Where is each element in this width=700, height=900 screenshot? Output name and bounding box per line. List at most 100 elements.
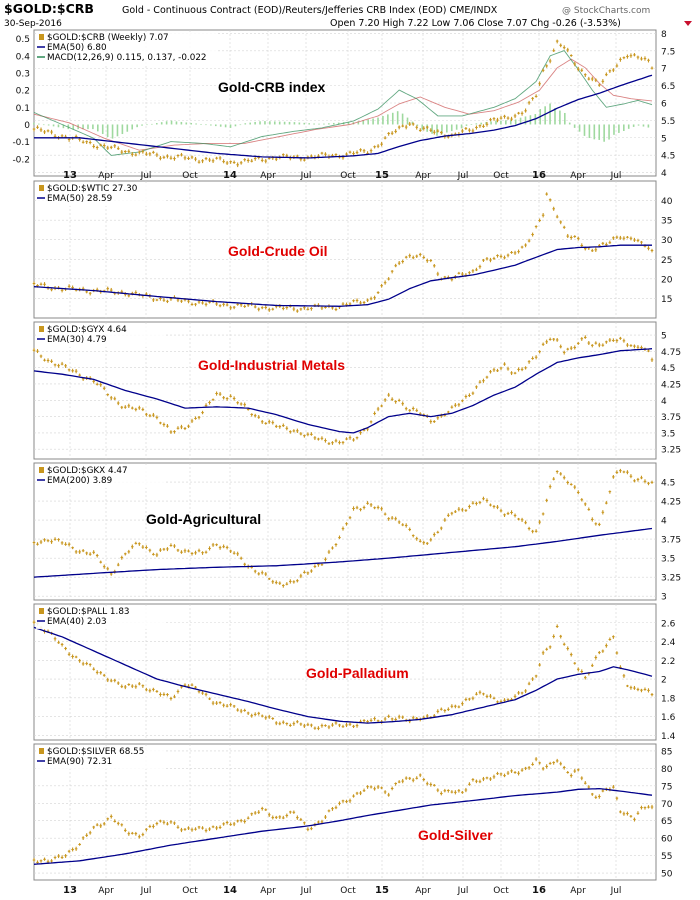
x-tick-label: Jul (300, 171, 312, 181)
y-tick-label: 40 (661, 197, 673, 207)
macd-histogram-bar (603, 124, 605, 142)
macd-histogram-bar (62, 124, 65, 129)
macd-histogram-bar (303, 122, 306, 125)
y-tick-label: 35 (661, 217, 672, 227)
macd-histogram-bar (160, 122, 163, 125)
panel-5: 1.4 1.6 1.8 2 2.2 2.4 2.6 $GOLD:$PALL 1.83EMA(4… (32, 603, 676, 742)
macd-histogram-bar (401, 113, 404, 125)
macd-histogram-bar (436, 124, 438, 136)
macd-histogram-bar (475, 123, 478, 125)
macd-histogram-bar (544, 106, 546, 125)
panel-3: 3.25 3.5 3.75 4 4.25 4.5 4.75 5 $GOLD:$GYX 4.64E… (32, 321, 681, 460)
macd-histogram-bar (47, 124, 50, 126)
macd-histogram-bar (219, 124, 222, 127)
macd-histogram-bar (347, 121, 350, 125)
header-date: 30-Sep-2016 (4, 19, 62, 29)
macd-histogram-bar (608, 124, 610, 140)
macd-histogram-bar (623, 124, 625, 131)
y-tick-label: 30 (661, 236, 673, 246)
y-tick-label: 1.6 (661, 713, 676, 723)
legend-swatch-price (39, 34, 44, 40)
panel-title: Gold-Crude Oil (228, 243, 328, 259)
macd-histogram-bar (362, 120, 365, 125)
macd-histogram-bar (180, 121, 183, 125)
x-tick-label: 14 (223, 885, 237, 896)
y-tick-label: 4.25 (661, 498, 681, 508)
x-tick-label: 15 (375, 170, 389, 181)
macd-histogram-bar (529, 115, 532, 125)
macd-histogram-bar (485, 122, 487, 125)
y-tick-label: 2.4 (661, 638, 676, 648)
macd-histogram-bar (92, 124, 94, 130)
x-tick-label: Jul (457, 171, 469, 181)
down-arrow-icon (684, 21, 692, 26)
y-tick-label: 55 (661, 852, 672, 862)
macd-histogram-bar (205, 124, 207, 126)
left-tick-label: 0.1 (16, 104, 30, 114)
y-tick-label: 85 (661, 747, 672, 757)
macd-histogram-bar (264, 121, 266, 125)
macd-histogram-bar (72, 124, 75, 130)
macd-histogram-bar (411, 121, 414, 125)
macd-histogram-bar (514, 119, 517, 125)
macd-histogram-bar (97, 124, 99, 132)
legend-entry: EMA(50) 6.80 (47, 43, 107, 53)
legend-entry: EMA(90) 72.31 (47, 757, 112, 767)
x-tick-label: 16 (532, 170, 546, 181)
macd-histogram-bar (195, 123, 197, 125)
macd-histogram-bar (465, 124, 468, 126)
macd-histogram-bar (391, 112, 394, 125)
y-tick-label: 4 (661, 397, 667, 407)
panel-6: 50 55 60 65 70 75 80 85 $GOLD:$SILVER 68.55EMA(9… (32, 743, 673, 881)
macd-histogram-bar (131, 124, 134, 130)
macd-histogram-bar (259, 121, 261, 125)
header-description: Gold - Continuous Contract (EOD)/Reuters… (122, 5, 498, 16)
panel-4: 3 3.25 3.5 3.75 4 4.25 4.5 $GOLD:$GKX 4.47EMA(2… (32, 462, 681, 603)
macd-histogram-bar (431, 124, 433, 134)
macd-signal-line (33, 58, 653, 151)
macd-histogram-bar (505, 120, 507, 125)
macd-histogram-bar (495, 120, 497, 125)
y-tick-label: 3.5 (661, 555, 675, 565)
macd-histogram-bar (627, 124, 630, 129)
left-tick-label: 0.4 (16, 52, 31, 62)
y-tick-label: 4.25 (661, 380, 681, 390)
macd-histogram-bar (470, 124, 473, 125)
y-tick-label: 15 (661, 295, 672, 305)
macd-histogram-bar (141, 124, 143, 126)
macd-histogram-bar (82, 124, 84, 130)
macd-histogram-bar (136, 124, 138, 128)
macd-histogram-bar (210, 124, 212, 126)
macd-histogram-bar (554, 107, 556, 125)
macd-histogram-bar (298, 122, 301, 125)
header-quote: Open 7.20 High 7.22 Low 7.06 Close 7.07 … (330, 18, 621, 29)
panel-title: Gold-Silver (418, 827, 493, 843)
y-tick-label: 8 (661, 30, 667, 40)
macd-histogram-bar (269, 121, 271, 125)
macd-histogram-bar (441, 124, 443, 135)
macd-histogram-bar (637, 124, 640, 126)
macd-histogram-bar (185, 122, 188, 125)
macd-histogram-bar (155, 123, 158, 125)
y-tick-label: 1.8 (661, 694, 676, 704)
macd-histogram-bar (175, 121, 178, 125)
y-tick-label: 4.5 (661, 479, 675, 489)
y-tick-label: 75 (661, 782, 672, 792)
macd-histogram-bar (367, 119, 369, 125)
macd-histogram-bar (613, 124, 615, 135)
ema-line (33, 244, 652, 307)
x-tick-label: Jul (140, 886, 152, 896)
macd-histogram-bar (382, 115, 384, 125)
macd-histogram-bar (372, 118, 374, 125)
macd-histogram-bar (101, 124, 104, 135)
ema-line (33, 348, 653, 434)
macd-histogram-bar (224, 124, 227, 128)
macd-histogram-bar (229, 124, 232, 128)
macd-histogram-bar (57, 124, 60, 128)
